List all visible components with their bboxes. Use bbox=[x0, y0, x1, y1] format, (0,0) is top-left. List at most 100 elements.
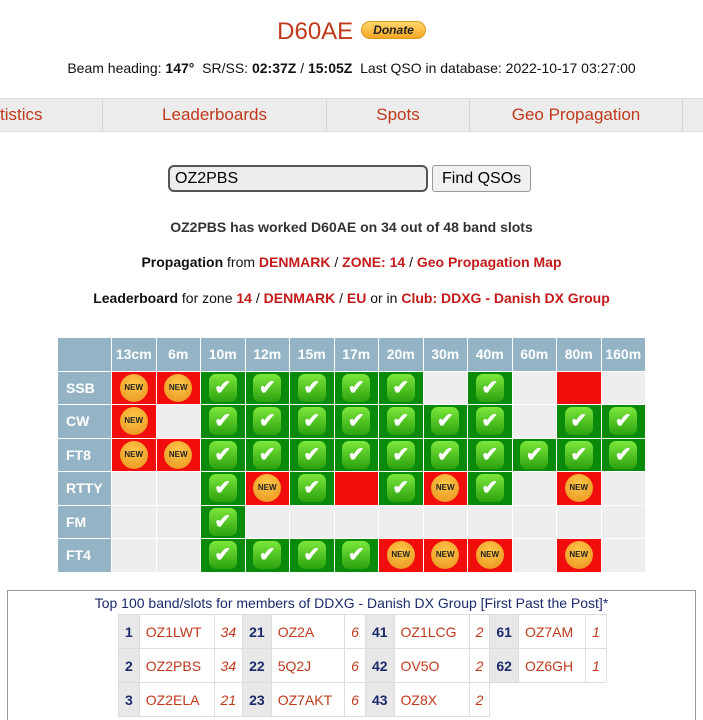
slot-cell[interactable]: ✔ bbox=[200, 504, 246, 539]
slot-cell[interactable]: ✔ bbox=[600, 437, 646, 472]
slot-cell[interactable]: ✔ bbox=[378, 471, 424, 506]
check-icon: ✔ bbox=[208, 507, 237, 536]
slot-cell[interactable]: NEW bbox=[556, 538, 602, 573]
slot-cell[interactable]: ✔ bbox=[422, 437, 468, 472]
nav-geo-propagation[interactable]: Geo Propagation bbox=[470, 99, 683, 131]
slot-cell[interactable] bbox=[556, 370, 602, 405]
new-badge-icon: NEW bbox=[119, 407, 148, 436]
for-zone-label: for zone bbox=[181, 290, 233, 306]
slot-cell[interactable]: ✔ bbox=[333, 404, 379, 439]
slot-cell[interactable]: ✔ bbox=[289, 437, 335, 472]
callsign-link[interactable]: OZ2PBS bbox=[138, 648, 215, 683]
rank: 22 bbox=[242, 648, 272, 683]
slot-cell[interactable]: NEW bbox=[155, 437, 201, 472]
geo-map-link[interactable]: Geo Propagation Map bbox=[416, 254, 562, 270]
country-link[interactable]: DENMARK bbox=[258, 254, 331, 270]
slot-count: 6 bbox=[344, 682, 366, 717]
mode-label: FT4 bbox=[57, 538, 112, 573]
club-leaderboard-link[interactable]: Club: DDXG - Danish DX Group bbox=[401, 290, 610, 306]
slot-cell bbox=[511, 538, 557, 573]
callsign-link[interactable]: OZ7AM bbox=[517, 614, 587, 649]
slot-cell[interactable]: ✔ bbox=[200, 471, 246, 506]
mode-row: CW NEW ✔ ✔ ✔ ✔ ✔ ✔ ✔ ✔ ✔ bbox=[57, 404, 646, 439]
slot-cell[interactable]: ✔ bbox=[244, 404, 290, 439]
slot-cell[interactable]: NEW bbox=[111, 370, 157, 405]
callsign-input[interactable] bbox=[168, 165, 428, 192]
slot-cell[interactable]: ✔ bbox=[289, 538, 335, 573]
slot-cell[interactable]: ✔ bbox=[244, 370, 290, 405]
slot-cell[interactable]: ✔ bbox=[200, 437, 246, 472]
callsign-link[interactable]: OZ1LWT bbox=[138, 614, 215, 649]
slot-cell[interactable]: ✔ bbox=[333, 437, 379, 472]
callsign-link[interactable]: OZ8X bbox=[393, 682, 470, 717]
sep: / bbox=[300, 60, 305, 76]
slot-cell[interactable]: ✔ bbox=[378, 437, 424, 472]
slot-cell[interactable]: NEW bbox=[467, 538, 513, 573]
slot-count: 34 bbox=[213, 614, 244, 649]
slot-cell[interactable]: NEW bbox=[111, 437, 157, 472]
callsign-link[interactable]: OZ2ELA bbox=[138, 682, 215, 717]
slot-cell[interactable]: NEW bbox=[111, 404, 157, 439]
callsign-link[interactable]: OZ6GH bbox=[517, 648, 587, 683]
find-qsos-button[interactable]: Find QSOs bbox=[432, 165, 532, 192]
slot-cell[interactable]: ✔ bbox=[244, 437, 290, 472]
page-title: D60AE Donate bbox=[0, 18, 703, 46]
check-icon: ✔ bbox=[431, 440, 460, 469]
rank: 42 bbox=[364, 648, 395, 683]
slot-cell[interactable]: NEW bbox=[378, 538, 424, 573]
slot-cell[interactable]: ✔ bbox=[556, 404, 602, 439]
slot-count: 2 bbox=[468, 648, 491, 683]
slot-cell[interactable]: NEW bbox=[422, 538, 468, 573]
slot-cell[interactable] bbox=[333, 471, 379, 506]
check-icon: ✔ bbox=[475, 373, 504, 402]
slot-cell[interactable]: ✔ bbox=[511, 437, 557, 472]
slot-cell[interactable]: ✔ bbox=[333, 538, 379, 573]
callsign-link[interactable]: 5Q2J bbox=[270, 648, 346, 683]
slot-cell[interactable]: NEW bbox=[155, 370, 201, 405]
leaderboard-line: Leaderboard for zone 14 / DENMARK / EU o… bbox=[0, 290, 703, 306]
slot-cell[interactable]: ✔ bbox=[200, 538, 246, 573]
check-icon: ✔ bbox=[253, 541, 282, 570]
slot-cell[interactable]: ✔ bbox=[467, 437, 513, 472]
zone-link[interactable]: ZONE: 14 bbox=[342, 254, 406, 270]
nav-more[interactable] bbox=[683, 99, 703, 131]
continent-leaderboard-link[interactable]: EU bbox=[346, 290, 367, 306]
callsign-link[interactable]: OZ2A bbox=[270, 614, 346, 649]
callsign-link[interactable]: OV5O bbox=[393, 648, 470, 683]
slot-cell[interactable]: ✔ bbox=[289, 370, 335, 405]
callsign-link[interactable]: OZ1LCG bbox=[393, 614, 470, 649]
search-form: Find QSOs bbox=[168, 165, 532, 192]
slot-cell bbox=[422, 504, 468, 539]
callsign-link[interactable]: OZ7AKT bbox=[270, 682, 346, 717]
slot-cell[interactable]: NEW bbox=[556, 471, 602, 506]
slot-cell[interactable]: ✔ bbox=[333, 370, 379, 405]
zone-leaderboard-link[interactable]: 14 bbox=[236, 290, 252, 306]
grid-header-row: 13cm 6m 10m 12m 15m 17m 20m 30m 40m 60m 80m 160m bbox=[57, 337, 646, 372]
slot-cell[interactable]: ✔ bbox=[467, 370, 513, 405]
mode-label: FT8 bbox=[57, 437, 112, 472]
nav-spots[interactable]: Spots bbox=[327, 99, 470, 131]
slot-cell[interactable]: ✔ bbox=[289, 404, 335, 439]
country-leaderboard-link[interactable]: DENMARK bbox=[263, 290, 336, 306]
nav-leaderboards[interactable]: Leaderboards bbox=[103, 99, 327, 131]
slot-cell[interactable]: ✔ bbox=[378, 404, 424, 439]
slot-cell[interactable]: ✔ bbox=[289, 471, 335, 506]
slot-cell[interactable]: ✔ bbox=[200, 404, 246, 439]
slot-cell[interactable]: ✔ bbox=[467, 471, 513, 506]
slot-cell[interactable]: ✔ bbox=[244, 538, 290, 573]
slot-cell[interactable]: NEW bbox=[244, 471, 290, 506]
nav-statistics[interactable]: tistics bbox=[0, 99, 103, 131]
slot-cell[interactable]: ✔ bbox=[422, 404, 468, 439]
slot-cell bbox=[600, 538, 646, 573]
new-badge-icon: NEW bbox=[564, 541, 593, 570]
check-icon: ✔ bbox=[297, 474, 326, 503]
slot-cell[interactable]: ✔ bbox=[200, 370, 246, 405]
slot-cell[interactable]: ✔ bbox=[467, 404, 513, 439]
slot-cell[interactable]: ✔ bbox=[556, 437, 602, 472]
slot-cell[interactable]: ✔ bbox=[378, 370, 424, 405]
slot-cell[interactable]: NEW bbox=[422, 471, 468, 506]
slot-cell[interactable]: ✔ bbox=[600, 404, 646, 439]
new-badge-icon: NEW bbox=[386, 541, 415, 570]
mode-row: FT4 ✔ ✔ ✔ ✔ NEW NEW NEW NEW bbox=[57, 538, 646, 573]
donate-button[interactable]: Donate bbox=[361, 20, 426, 39]
